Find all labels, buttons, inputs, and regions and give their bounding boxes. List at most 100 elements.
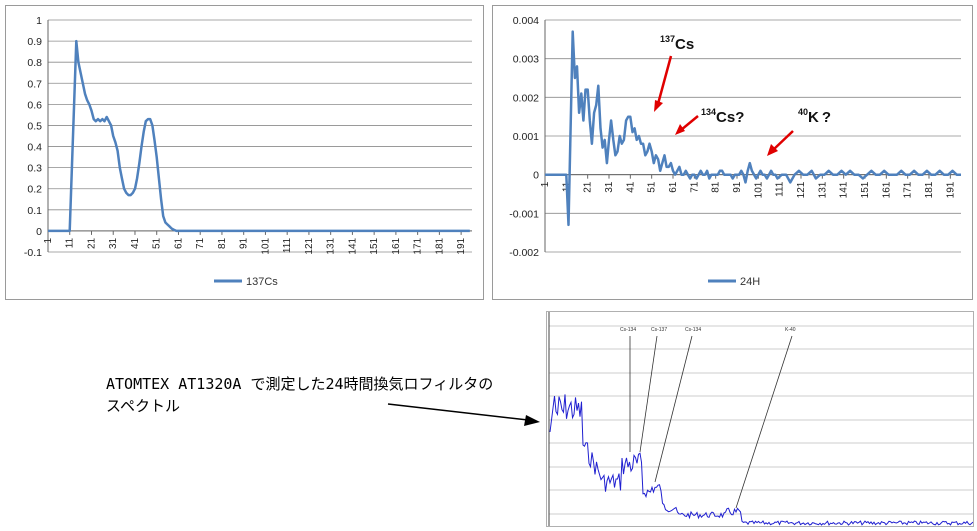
left-y-tick-label: -0.1 xyxy=(24,247,42,259)
left-x-tick-label: 41 xyxy=(130,237,141,249)
spectrum-leader-cs134-b xyxy=(654,335,693,483)
left-x-tick-label: 51 xyxy=(152,237,163,249)
left-y-tick-label: 0.3 xyxy=(27,163,42,175)
left-x-tick-label: 131 xyxy=(326,237,337,254)
svg-text:137Cs: 137Cs xyxy=(660,34,694,53)
caption-line-2: スペクトル xyxy=(106,397,180,415)
annotation-k40-element: K xyxy=(808,109,819,126)
chart-137cs-legend: 137Cs xyxy=(214,276,278,288)
chart-137cs-y-tick-labels: -0.1 0 0.1 0.2 0.3 0.4 0.5 0.6 0.7 0.8 0.9 1 xyxy=(24,15,42,259)
chart-137cs-gridlines xyxy=(47,19,472,253)
caption-arrowhead xyxy=(524,415,540,426)
left-x-tick-label: 151 xyxy=(369,237,380,254)
annotation-k40: 40K? xyxy=(767,107,831,156)
left-y-tick-label: 0.9 xyxy=(27,36,42,48)
right-x-tick-label: 131 xyxy=(817,181,828,198)
annotation-cs134-suffix: ? xyxy=(735,109,744,126)
right-x-tick-label: 141 xyxy=(839,181,850,198)
chart-137cs-x-tick-labels: 1 11 21 31 41 51 61 71 81 91 101 111 121 131 141 151 161… xyxy=(43,230,467,255)
annotation-k40-mass: 40 xyxy=(798,107,808,117)
left-x-tick-label: 121 xyxy=(304,237,315,254)
left-y-tick-label: 0.5 xyxy=(27,120,42,132)
left-y-tick-label: 0.8 xyxy=(27,57,42,69)
left-x-tick-label: 101 xyxy=(260,237,271,254)
right-x-tick-label: 41 xyxy=(625,181,636,193)
spectrum-leader-k40 xyxy=(735,335,793,509)
left-x-tick-label: 81 xyxy=(217,237,228,249)
left-x-tick-label: 11 xyxy=(65,237,76,248)
caption-area: ATOMTEX AT1320A で測定した24時間換気ロフィルタの スペクトル xyxy=(106,375,540,426)
spectrum-label-k40: K-40 xyxy=(785,327,796,333)
left-y-tick-label: 0.7 xyxy=(27,78,42,90)
left-y-tick-label: 0 xyxy=(36,226,42,238)
right-x-tick-label: 71 xyxy=(689,181,700,193)
caption-arrow xyxy=(387,403,529,421)
spectrum-image: Cs-134 Cs-137 Cs-134 K-40 xyxy=(546,311,974,527)
right-x-tick-label: 21 xyxy=(583,181,594,193)
left-x-tick-label: 181 xyxy=(434,237,445,254)
annotation-cs134: 134Cs? xyxy=(675,107,744,135)
annotation-k40-arrow xyxy=(772,130,794,151)
caption-line-1: ATOMTEX AT1320A で測定した24時間換気ロフィルタの xyxy=(106,375,493,393)
left-x-tick-label: 111 xyxy=(282,237,293,253)
chart-24h-panel: -0.002 -0.001 0 0.001 0.002 0.003 0.004 1 11 21 3… xyxy=(492,5,973,300)
right-x-tick-label: 111 xyxy=(775,181,786,197)
right-series-line xyxy=(545,30,961,227)
spectrum-label-cs134-b: Cs-134 xyxy=(685,327,701,333)
chart-24h: -0.002 -0.001 0 0.001 0.002 0.003 0.004 1 11 21 3… xyxy=(509,15,961,288)
right-y-tick-label: 0.004 xyxy=(513,15,539,27)
annotation-k40-arrowhead xyxy=(767,144,778,156)
right-x-tick-label: 61 xyxy=(668,181,679,193)
right-x-tick-label: 51 xyxy=(647,181,658,193)
left-series-line xyxy=(48,39,470,233)
left-x-tick-label: 71 xyxy=(195,237,206,249)
chart-24h-series xyxy=(545,30,961,227)
left-x-tick-label: 61 xyxy=(173,237,184,249)
chart-24h-y-tick-labels: -0.002 -0.001 0 0.001 0.002 0.003 0.004 xyxy=(509,15,539,259)
right-x-tick-label: 171 xyxy=(903,181,914,198)
chart-137cs-series xyxy=(48,39,470,233)
right-x-tick-label: 31 xyxy=(604,181,615,193)
right-x-tick-label: 101 xyxy=(753,181,764,198)
right-x-tick-label: 181 xyxy=(924,181,935,198)
left-x-tick-label: 1 xyxy=(43,237,54,243)
annotation-cs137-element: Cs xyxy=(675,36,694,53)
right-x-tick-label: 161 xyxy=(881,181,892,198)
right-y-tick-label: 0.001 xyxy=(513,131,539,143)
annotation-cs137: 137Cs xyxy=(654,34,694,112)
spectrum-gridlines xyxy=(549,325,973,515)
spectrum-label-cs137: Cs-137 xyxy=(651,327,667,333)
spectrum-leader-cs137 xyxy=(639,335,658,453)
right-y-tick-label: -0.001 xyxy=(509,208,539,220)
annotation-cs134-mass: 134 xyxy=(701,107,716,117)
right-x-tick-label: 91 xyxy=(732,181,743,193)
spectrum-trace xyxy=(549,394,973,526)
spectrum-plot: Cs-134 Cs-137 Cs-134 K-40 xyxy=(548,312,973,526)
left-x-tick-label: 171 xyxy=(413,237,424,254)
right-x-tick-label: 1 xyxy=(540,181,551,187)
left-x-tick-label: 21 xyxy=(86,237,97,249)
left-x-tick-label: 91 xyxy=(239,237,250,249)
chart-24h-x-tick-labels: 1 11 21 31 41 51 61 71 81 91 101 111 121 131 141 151 161… xyxy=(540,174,956,198)
right-y-tick-label: 0 xyxy=(533,170,539,182)
right-y-tick-label: 0.002 xyxy=(513,92,539,104)
chart-24h-gridlines xyxy=(544,19,961,253)
spectrum-label-cs134-a: Cs-134 xyxy=(620,327,636,333)
legend-label-24h: 24H xyxy=(740,276,760,288)
annotation-cs134-arrowhead xyxy=(675,124,685,135)
annotation-cs137-mass: 137 xyxy=(660,34,675,44)
left-x-tick-label: 191 xyxy=(456,237,467,254)
chart-137cs: -0.100.10.20.30.40.50.60.70.80.91 1 11 21 3… xyxy=(24,15,472,288)
left-y-tick-label: 0.1 xyxy=(27,205,42,217)
annotation-cs134-element: Cs xyxy=(716,109,735,126)
svg-text:134Cs?: 134Cs? xyxy=(701,107,744,126)
left-x-tick-label: 161 xyxy=(391,237,402,254)
left-y-tick-label: 0.4 xyxy=(27,142,42,154)
annotation-cs134-arrow xyxy=(680,115,699,131)
legend-label-137cs: 137Cs xyxy=(246,276,278,288)
annotation-cs137-arrowhead xyxy=(654,100,663,112)
right-x-tick-label: 151 xyxy=(860,181,871,198)
chart-137cs-panel: -0.1 0 0.1 0.2 0.3 0.4 0.5 0.6 0.7 0.8 0.9 1 1 11 21 3… xyxy=(5,5,484,300)
right-x-tick-label: 191 xyxy=(945,181,956,198)
svg-text:40K?: 40K? xyxy=(798,107,831,126)
